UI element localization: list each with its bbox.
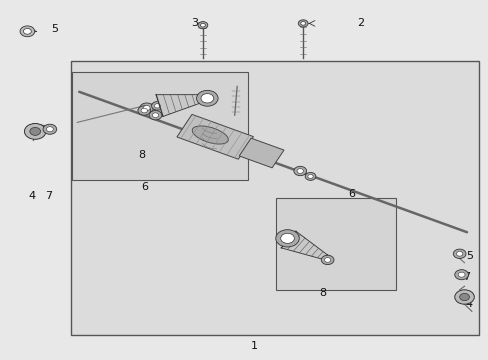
Circle shape xyxy=(198,22,207,29)
Circle shape xyxy=(143,105,150,111)
Circle shape xyxy=(200,23,205,27)
Text: 6: 6 xyxy=(141,182,147,192)
Circle shape xyxy=(24,123,46,139)
Text: 8: 8 xyxy=(138,150,145,160)
Circle shape xyxy=(30,127,41,135)
Circle shape xyxy=(46,127,53,132)
Circle shape xyxy=(324,258,330,262)
Circle shape xyxy=(455,251,462,256)
Circle shape xyxy=(152,113,158,117)
Polygon shape xyxy=(177,114,253,159)
Polygon shape xyxy=(156,95,208,116)
Text: 6: 6 xyxy=(348,189,355,199)
Polygon shape xyxy=(239,138,284,168)
Bar xyxy=(276,198,395,290)
Circle shape xyxy=(298,20,307,27)
Circle shape xyxy=(138,106,150,115)
Circle shape xyxy=(149,111,162,120)
Circle shape xyxy=(459,293,468,301)
Circle shape xyxy=(23,28,31,34)
Circle shape xyxy=(454,270,468,280)
Circle shape xyxy=(43,124,57,134)
Circle shape xyxy=(305,172,315,180)
Text: 1: 1 xyxy=(250,341,257,351)
Polygon shape xyxy=(281,231,327,260)
Circle shape xyxy=(307,175,313,178)
Ellipse shape xyxy=(192,126,228,144)
Circle shape xyxy=(275,230,299,247)
Text: 7: 7 xyxy=(45,191,52,201)
Circle shape xyxy=(280,233,294,243)
Circle shape xyxy=(457,272,464,277)
Circle shape xyxy=(151,102,163,110)
Bar xyxy=(71,61,478,335)
Text: 7: 7 xyxy=(463,272,469,282)
Circle shape xyxy=(196,90,218,106)
Circle shape xyxy=(452,249,465,258)
Circle shape xyxy=(293,166,306,176)
Text: 2: 2 xyxy=(356,18,364,28)
Circle shape xyxy=(201,94,213,103)
Text: 4: 4 xyxy=(28,191,35,201)
Text: 8: 8 xyxy=(319,288,325,298)
Bar xyxy=(72,72,248,180)
Circle shape xyxy=(300,22,305,25)
Circle shape xyxy=(20,26,35,37)
Circle shape xyxy=(297,168,303,174)
Text: 5: 5 xyxy=(51,24,58,34)
Circle shape xyxy=(321,255,333,265)
Text: 3: 3 xyxy=(191,18,198,28)
Circle shape xyxy=(454,290,473,304)
Circle shape xyxy=(141,108,147,113)
Circle shape xyxy=(154,104,160,108)
Text: 5: 5 xyxy=(465,251,472,261)
Circle shape xyxy=(140,103,153,113)
Text: 4: 4 xyxy=(465,299,472,309)
